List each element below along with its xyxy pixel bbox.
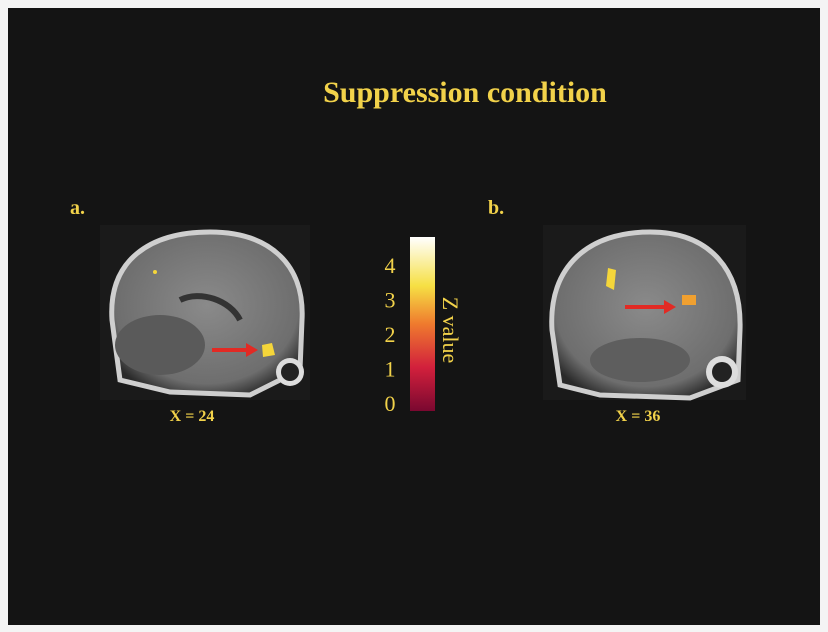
- colorbar-tick-label: 1: [385, 357, 396, 382]
- colorbar-tick-label: 4: [385, 253, 396, 278]
- panel-caption: X = 36: [616, 408, 661, 425]
- colorbar: [410, 237, 435, 411]
- colorbar-tick-label: 3: [385, 288, 396, 313]
- brain-image-b: [543, 225, 746, 400]
- title: Suppression condition: [323, 76, 607, 109]
- brain-image-a: [100, 225, 310, 400]
- figure: Suppression condition a. X = 24 b. X = 3…: [0, 0, 828, 632]
- panel-letter: a.: [70, 197, 85, 219]
- colorbar-label: Z value: [438, 297, 463, 364]
- panel-caption: X = 24: [170, 408, 215, 425]
- panel-letter: b.: [488, 197, 504, 219]
- colorbar-tick-label: 2: [385, 322, 396, 347]
- colorbar-tick-label: 0: [385, 391, 396, 416]
